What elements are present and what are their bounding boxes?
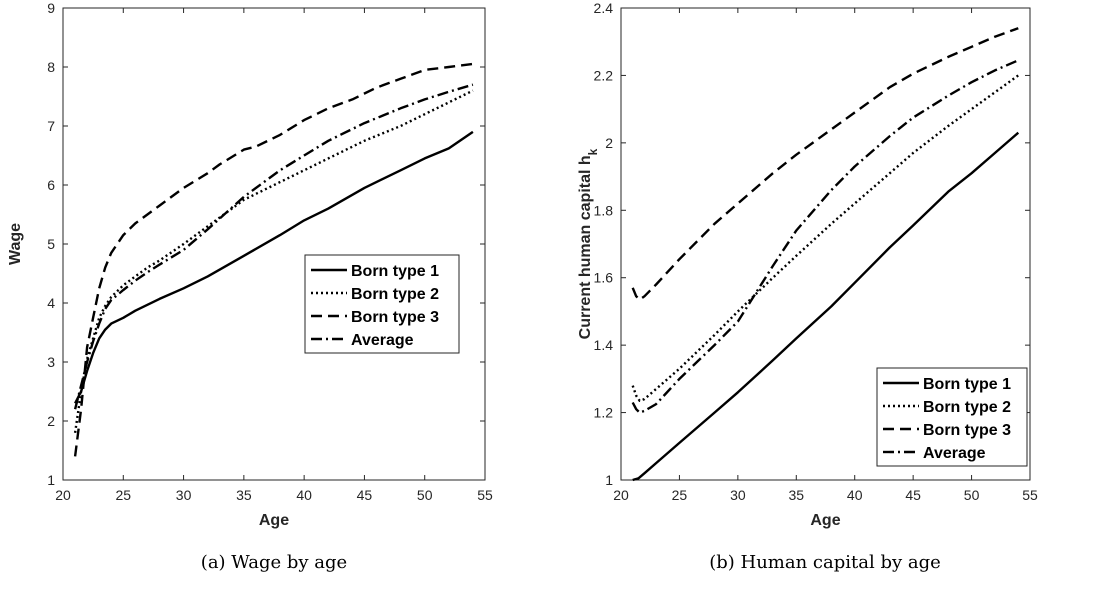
x-tick-label: 40	[296, 487, 312, 503]
series-line-born-type-2	[73, 89, 474, 433]
x-tick-label: 20	[55, 487, 71, 503]
y-tick-label: 6	[47, 177, 55, 193]
x-tick-label: 30	[730, 487, 746, 503]
series-line-born-type-1	[632, 131, 1020, 482]
legend-label: Born type 1	[923, 376, 1011, 393]
y-tick-label: 2	[47, 413, 55, 429]
y-tick-label: 2	[605, 135, 613, 151]
y-tick-label: 1	[47, 472, 55, 488]
y-tick-label: 9	[47, 0, 55, 16]
y-tick-label: 4	[47, 295, 55, 311]
x-tick-label: 25	[672, 487, 688, 503]
y-tick-label: 1.2	[594, 405, 614, 421]
y-tick-label: 7	[47, 118, 55, 134]
plot-area-frame	[620, 7, 1031, 481]
legend: Born type 1 Born type 2 Born type 3 Average	[876, 367, 1028, 467]
legend-box	[876, 367, 1028, 467]
x-tick-label: 35	[788, 487, 804, 503]
series-line-born-type-3	[73, 62, 474, 457]
x-tick-label: 20	[613, 487, 629, 503]
figure-caption: (a) Wage by age	[201, 552, 347, 573]
y-tick-label: 2.2	[594, 67, 614, 83]
x-axis-label: Age	[810, 512, 840, 529]
y-tick-label: 1.8	[594, 202, 614, 218]
series-line-average	[631, 59, 1019, 414]
legend-label: Average	[923, 445, 986, 462]
legend-label: Born type 1	[351, 263, 439, 280]
legend-label: Born type 2	[923, 399, 1011, 416]
series-line-born-type-2	[631, 74, 1020, 402]
legend-label: Born type 3	[351, 309, 439, 326]
x-tick-label: 50	[417, 487, 433, 503]
legend-box	[304, 254, 460, 354]
legend-label: Born type 3	[923, 422, 1011, 439]
y-tick-label: 1.4	[594, 337, 614, 353]
y-tick-label: 1.6	[594, 270, 614, 286]
human-capital-chart-panel: 20 25 30 35 40 45 50 55 1 1.2 1.4 1.6 1.8 2 2.2 2.4 Age C…	[577, 0, 1038, 573]
series-line-born-type-3	[631, 27, 1019, 301]
x-tick-label: 40	[847, 487, 863, 503]
legend-label: Born type 2	[351, 286, 439, 303]
y-tick-label: 1	[605, 472, 613, 488]
legend-label: Average	[351, 332, 414, 349]
x-tick-label: 35	[236, 487, 252, 503]
y-axis-label: Current human capital hk	[577, 148, 600, 339]
x-tick-label: 25	[115, 487, 131, 503]
x-tick-label: 45	[357, 487, 373, 503]
series-line-born-type-1	[74, 130, 474, 404]
x-tick-label: 30	[176, 487, 192, 503]
x-tick-label: 45	[905, 487, 921, 503]
x-tick-label: 50	[964, 487, 980, 503]
plot-area-frame	[62, 7, 486, 481]
y-tick-label: 5	[47, 236, 55, 252]
y-axis-label-subscript: k	[586, 148, 600, 155]
figure-caption: (b) Human capital by age	[709, 552, 941, 573]
x-axis-label: Age	[259, 512, 289, 529]
y-tick-label: 2.4	[594, 0, 614, 16]
legend: Born type 1 Born type 2 Born type 3 Average	[304, 254, 460, 354]
series-line-average	[73, 83, 474, 410]
y-tick-label: 3	[47, 354, 55, 370]
x-tick-label: 55	[477, 487, 493, 503]
x-tick-label: 55	[1022, 487, 1038, 503]
y-axis-label: Wage	[7, 223, 24, 265]
y-tick-label: 8	[47, 59, 55, 75]
